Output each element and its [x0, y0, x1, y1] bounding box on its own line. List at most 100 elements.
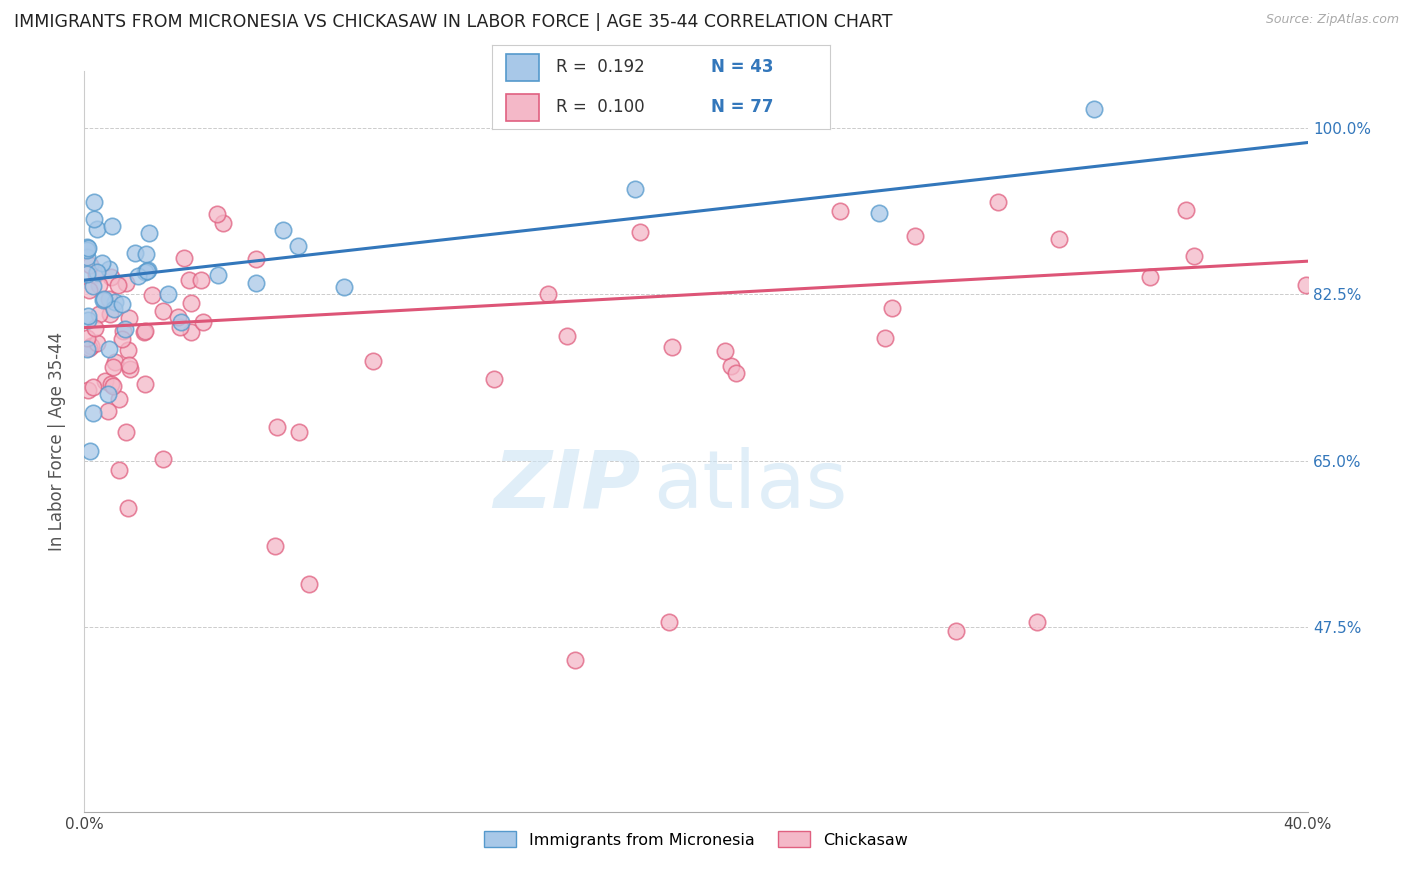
Point	[658, 615, 681, 629]
Point	[191, 315, 214, 329]
Point	[720, 359, 742, 374]
Point	[117, 343, 139, 357]
Point	[170, 315, 193, 329]
Text: ZIP: ZIP	[494, 447, 641, 525]
Point	[76, 240, 98, 254]
Point	[127, 268, 149, 283]
Point	[724, 366, 747, 380]
FancyBboxPatch shape	[506, 94, 540, 120]
Point	[263, 539, 285, 553]
Text: R =  0.192: R = 0.192	[557, 59, 645, 77]
Point	[882, 301, 904, 315]
Point	[103, 302, 125, 317]
Point	[80, 339, 103, 353]
Point	[169, 319, 191, 334]
Point	[93, 292, 115, 306]
Point	[245, 276, 267, 290]
Point	[103, 355, 125, 369]
Point	[101, 379, 124, 393]
Point	[288, 425, 311, 439]
Point	[134, 324, 156, 338]
Point	[82, 406, 104, 420]
Point	[110, 332, 132, 346]
Point	[173, 251, 195, 265]
Point	[118, 310, 141, 325]
Point	[100, 377, 122, 392]
Point	[77, 341, 100, 355]
Point	[87, 307, 110, 321]
Point	[79, 283, 101, 297]
Point	[138, 226, 160, 240]
Point	[83, 195, 105, 210]
Point	[271, 223, 294, 237]
Point	[100, 269, 122, 284]
Text: R =  0.100: R = 0.100	[557, 98, 645, 116]
Point	[1295, 277, 1317, 292]
Point	[132, 325, 155, 339]
Point	[873, 331, 896, 345]
Point	[97, 262, 120, 277]
Point	[333, 280, 356, 294]
Point	[100, 219, 122, 233]
Point	[120, 361, 142, 376]
Point	[77, 383, 100, 397]
Point	[190, 273, 212, 287]
Text: N = 43: N = 43	[711, 59, 773, 77]
Point	[661, 340, 683, 354]
Point	[86, 265, 108, 279]
Point	[361, 354, 384, 368]
Point	[82, 379, 104, 393]
Point	[134, 265, 156, 279]
Point	[86, 222, 108, 236]
Point	[1026, 615, 1049, 629]
Point	[97, 404, 120, 418]
Point	[86, 335, 108, 350]
Text: IMMIGRANTS FROM MICRONESIA VS CHICKASAW IN LABOR FORCE | AGE 35-44 CORRELATION C: IMMIGRANTS FROM MICRONESIA VS CHICKASAW …	[14, 13, 893, 31]
Point	[134, 377, 156, 392]
Point	[104, 294, 127, 309]
Point	[76, 250, 98, 264]
Point	[482, 371, 505, 385]
Point	[138, 262, 160, 277]
Point	[179, 273, 201, 287]
Point	[108, 392, 131, 406]
Point	[904, 228, 927, 243]
Point	[1182, 249, 1205, 263]
Point	[987, 195, 1010, 210]
Point	[266, 420, 288, 434]
Point	[76, 244, 98, 258]
Point	[97, 292, 120, 306]
Point	[98, 307, 121, 321]
Point	[118, 358, 141, 372]
Point	[207, 268, 229, 283]
Point	[1083, 103, 1105, 117]
Point	[714, 344, 737, 359]
Point	[287, 238, 309, 252]
Point	[82, 279, 104, 293]
Point	[79, 444, 101, 458]
Point	[115, 425, 138, 439]
Text: atlas: atlas	[654, 447, 848, 525]
Point	[298, 577, 321, 591]
Point	[98, 342, 121, 356]
FancyBboxPatch shape	[506, 54, 540, 81]
Point	[536, 286, 558, 301]
Point	[624, 182, 647, 196]
Point	[117, 500, 139, 515]
Point	[76, 331, 98, 345]
Point	[135, 264, 157, 278]
Legend: Immigrants from Micronesia, Chickasaw: Immigrants from Micronesia, Chickasaw	[477, 823, 915, 855]
Point	[1174, 202, 1197, 217]
Point	[114, 321, 136, 335]
Point	[166, 310, 188, 324]
Point	[94, 374, 117, 388]
Point	[90, 256, 112, 270]
Point	[77, 309, 100, 323]
Point	[1047, 231, 1070, 245]
Point	[945, 624, 967, 639]
Point	[555, 328, 578, 343]
Point	[77, 313, 100, 327]
Point	[630, 225, 652, 239]
Point	[869, 206, 891, 220]
Point	[112, 324, 135, 338]
